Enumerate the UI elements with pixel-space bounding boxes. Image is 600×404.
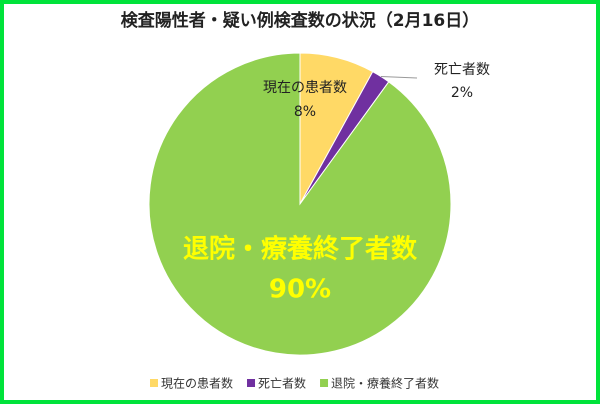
data-label-value: 2% xyxy=(451,85,473,101)
legend-swatch xyxy=(320,379,329,387)
data-label-value: 90% xyxy=(269,275,331,305)
data-label-name: 退院・療養終了者数 xyxy=(183,234,418,265)
data-label-name: 現在の患者数 xyxy=(263,80,347,96)
legend-label: 死亡者数 xyxy=(258,376,306,391)
legend-label: 現在の患者数 xyxy=(161,376,233,391)
leader-line xyxy=(380,76,418,79)
pie-slice xyxy=(148,52,452,356)
legend-swatch xyxy=(150,379,158,387)
legend-swatch xyxy=(247,379,256,387)
chart-title: 検査陽性者・疑い例検査数の状況（2月16日） xyxy=(121,10,480,31)
data-label-value: 8% xyxy=(294,104,316,120)
data-label-name: 死亡者数 xyxy=(434,62,490,78)
legend-label: 退院・療養終了者数 xyxy=(331,376,439,391)
